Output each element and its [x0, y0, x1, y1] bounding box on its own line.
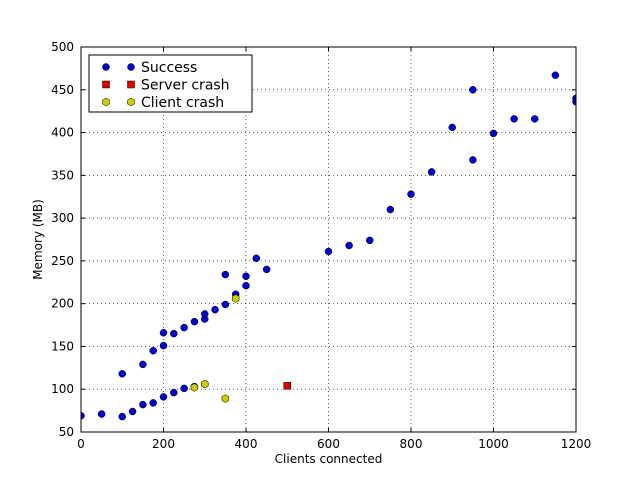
legend-marker-success	[127, 63, 135, 71]
success-point	[128, 407, 137, 416]
y-tick-label: 400	[51, 126, 74, 140]
success-point	[201, 310, 209, 318]
x-tick-label: 400	[235, 437, 258, 451]
success-point	[386, 205, 395, 214]
success-point	[97, 410, 106, 418]
success-point	[242, 281, 250, 290]
legend-box	[88, 54, 253, 113]
success-point	[469, 156, 477, 164]
success-point	[551, 71, 560, 79]
client-crash-point	[190, 383, 199, 392]
success-point	[345, 241, 353, 250]
y-tick-label: 350	[51, 168, 74, 182]
x-tick-label: 0	[77, 437, 85, 451]
success-point	[252, 254, 261, 263]
axis-ticks: 0 200 400 600 800 1000 1200 50 100 150 200 250 300 35…	[51, 40, 591, 451]
success-point	[170, 329, 178, 338]
success-point	[489, 129, 498, 138]
success-point	[149, 399, 157, 407]
success-point	[159, 393, 168, 401]
success-point	[81, 411, 85, 420]
success-point	[448, 123, 456, 132]
success-point	[118, 370, 126, 378]
legend-marker-client-crash	[127, 97, 135, 107]
success-point	[149, 346, 157, 355]
x-axis-title: Clients connected	[275, 452, 383, 466]
client-crash-point	[201, 379, 209, 389]
legend-marker-client-crash	[102, 97, 110, 107]
success-point	[427, 168, 436, 176]
success-point	[139, 400, 147, 409]
success-point	[366, 236, 374, 245]
legend-marker-success	[102, 63, 110, 71]
legend-label-server-crash: Server crash	[141, 78, 230, 94]
x-tick-label: 600	[317, 437, 340, 451]
data-points	[81, 71, 576, 421]
success-point	[118, 412, 126, 421]
success-point	[407, 190, 415, 198]
y-tick-label: 150	[51, 339, 74, 353]
y-tick-label: 200	[51, 297, 74, 311]
client-crash-point	[231, 294, 240, 303]
success-point	[139, 360, 147, 369]
success-point	[510, 115, 518, 123]
client-crash-point	[221, 394, 230, 403]
y-tick-label: 450	[51, 83, 74, 97]
y-tick-label: 250	[51, 254, 74, 268]
success-point	[211, 305, 219, 314]
legend-marker-server-crash	[127, 80, 135, 89]
legend-marker-server-crash	[102, 80, 110, 89]
success-point	[242, 272, 250, 281]
success-point	[159, 341, 168, 350]
success-point	[469, 86, 477, 94]
x-tick-label: 1200	[561, 437, 592, 451]
x-tick-label: 200	[152, 437, 175, 451]
success-point	[572, 94, 576, 103]
legend-label-client-crash: Client crash	[141, 95, 224, 111]
success-point	[180, 323, 188, 332]
success-point	[324, 247, 333, 256]
legend-label-success: Success	[141, 60, 197, 76]
success-point	[180, 384, 188, 393]
x-tick-label: 800	[400, 437, 423, 451]
success-point	[262, 265, 271, 274]
success-point	[221, 300, 230, 309]
y-tick-label: 100	[51, 382, 74, 396]
y-tick-label: 500	[51, 40, 74, 54]
x-tick-label: 1000	[478, 437, 509, 451]
success-point	[159, 329, 168, 337]
y-tick-label: 50	[59, 425, 74, 439]
success-point	[170, 388, 178, 397]
success-point	[221, 270, 230, 279]
y-axis-title: Memory (MB)	[31, 199, 45, 280]
y-tick-label: 300	[51, 211, 74, 225]
success-point	[531, 115, 539, 123]
server-crash-point	[283, 382, 291, 390]
success-point	[190, 317, 199, 326]
